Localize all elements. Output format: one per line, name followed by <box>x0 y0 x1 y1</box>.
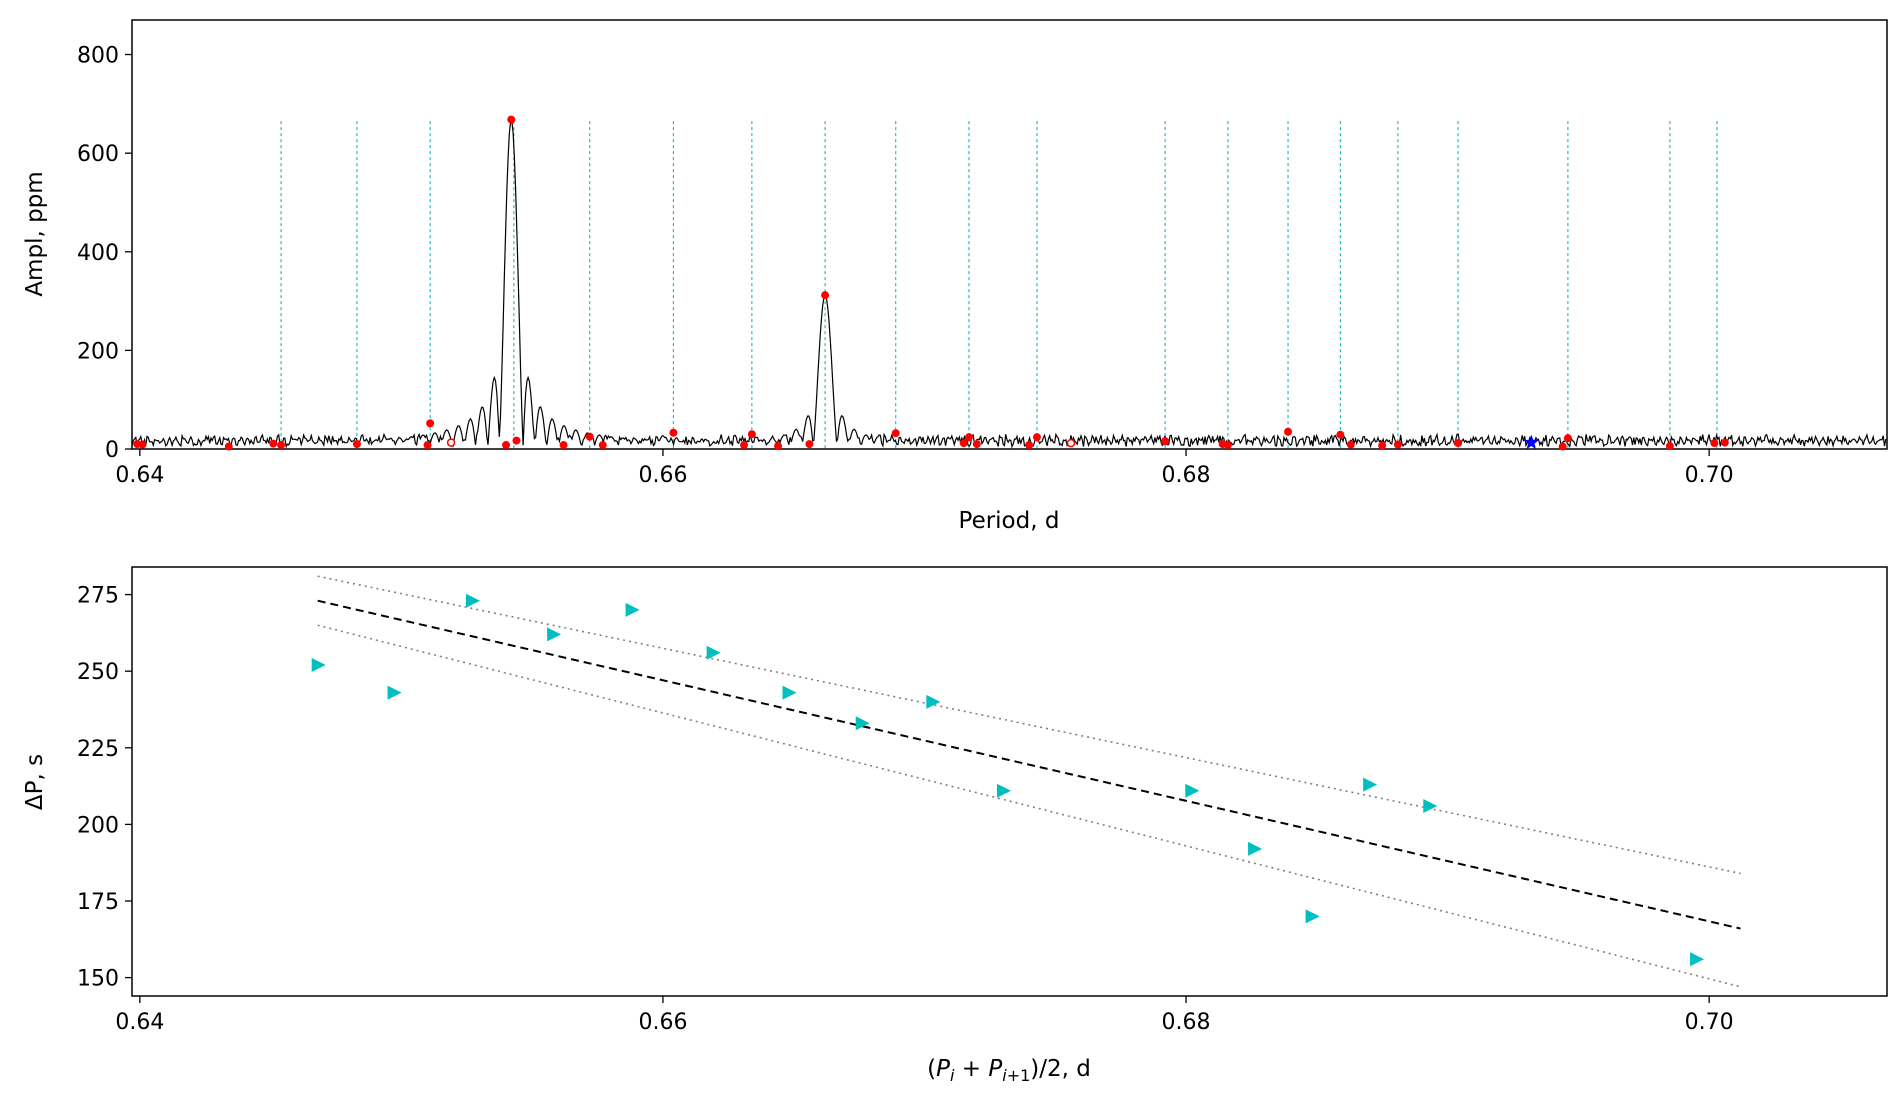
spacing-point <box>1690 952 1705 967</box>
peak-marker <box>507 115 516 124</box>
period-spacing-y-tick-label: 200 <box>77 813 119 838</box>
peak-marker <box>740 441 749 450</box>
peak-marker <box>1665 442 1674 451</box>
peak-marker <box>747 430 756 439</box>
spacing-point <box>547 627 562 642</box>
peak-marker <box>891 429 900 438</box>
peak-marker <box>598 441 607 450</box>
peak-marker <box>964 433 973 442</box>
linear-fit-line <box>317 599 1741 930</box>
period-spacing-y-tick-label: 225 <box>77 737 119 762</box>
periodogram-y-tick-label: 600 <box>77 142 119 167</box>
peak-marker <box>1032 433 1041 442</box>
spacing-point <box>782 685 797 700</box>
periodogram-y-tick-label: 200 <box>77 339 119 364</box>
open-peak-marker <box>446 438 456 447</box>
peak-marker <box>1454 439 1463 448</box>
spacing-point <box>996 783 1011 798</box>
peak-marker <box>585 432 594 441</box>
periodogram-x-tick-label: 0.68 <box>1162 463 1211 488</box>
peak-marker <box>269 439 278 448</box>
peak-marker <box>138 440 147 449</box>
periodogram-y-tick-label: 400 <box>77 241 119 266</box>
peak-marker <box>1346 440 1355 449</box>
peak-marker <box>1025 441 1034 450</box>
period-spacing-panel: 0.64 0.66 0.68 0.70 150 175 200 225 250 275 (Pi +… <box>22 566 1888 1085</box>
open-peak-marker <box>1066 438 1076 448</box>
periodogram-y-tick-label: 800 <box>77 44 119 69</box>
spacing-point <box>1185 783 1200 798</box>
peak-marker <box>1284 427 1293 436</box>
period-spacing-y-tick-label: 150 <box>77 967 119 992</box>
periodogram-spectrum-line <box>131 120 1888 449</box>
spacing-point <box>926 694 941 709</box>
period-spacing-x-tick-label: 0.66 <box>638 1010 687 1035</box>
periodogram-frame <box>131 19 1888 450</box>
spacing-point <box>1363 777 1378 792</box>
period-spacing-frame <box>131 566 1888 997</box>
peak-marker <box>821 291 830 300</box>
peak-marker <box>423 441 432 450</box>
peak-marker <box>502 441 511 450</box>
period-spacing-x-tick-label: 0.68 <box>1162 1010 1211 1035</box>
period-spacing-y-tick-label: 250 <box>77 660 119 685</box>
spacing-point <box>625 602 640 617</box>
peak-marker <box>1558 442 1567 451</box>
peak-marker <box>1710 439 1719 448</box>
period-spacing-x-axis-title: (Pi + Pi+1)/2, d <box>927 1056 1091 1085</box>
peak-marker <box>959 439 968 448</box>
peak-marker <box>1336 430 1345 439</box>
period-spacing-x-tick-label: 0.70 <box>1685 1010 1734 1035</box>
periodogram-x-tick-label: 0.66 <box>638 463 687 488</box>
period-spacing-x-tick-label: 0.64 <box>115 1010 164 1035</box>
peak-marker <box>669 428 678 437</box>
periodogram-x-tick-label: 0.70 <box>1685 463 1734 488</box>
periodogram-y-tick-label: 0 <box>105 438 119 463</box>
peak-marker <box>805 440 814 449</box>
peak-marker <box>1393 440 1402 449</box>
star-marker <box>1523 434 1539 450</box>
peak-marker <box>224 442 233 451</box>
peak-marker <box>774 442 783 451</box>
peak-marker <box>1720 438 1729 447</box>
spacing-point <box>1248 841 1263 856</box>
spacing-point <box>706 645 721 660</box>
peak-marker <box>1378 441 1387 450</box>
peak-marker <box>512 436 521 445</box>
period-spacing-y-axis-title: ΔP, s <box>22 754 48 810</box>
lower-bound-line <box>317 624 1741 988</box>
spacing-point <box>855 716 870 731</box>
peak-marker <box>277 441 286 450</box>
peak-marker <box>1223 441 1232 450</box>
upper-bound-line <box>317 575 1741 875</box>
peak-marker <box>559 441 568 450</box>
period-spacing-y-tick-label: 275 <box>77 584 119 609</box>
spacing-point <box>1423 799 1438 814</box>
spacing-point <box>311 658 326 673</box>
spacing-point <box>466 593 481 608</box>
periodogram-x-tick-label: 0.64 <box>115 463 164 488</box>
peak-marker <box>972 440 981 449</box>
peak-marker <box>1161 437 1170 446</box>
period-spacing-y-tick-label: 175 <box>77 890 119 915</box>
spacing-point <box>1305 909 1320 924</box>
periodogram-y-axis-title: Ampl, ppm <box>22 171 48 296</box>
peak-marker <box>1563 434 1572 443</box>
periodogram-x-axis-title: Period, d <box>959 508 1060 534</box>
peak-marker <box>426 419 435 428</box>
spacing-point <box>387 685 402 700</box>
peak-marker <box>352 440 361 449</box>
